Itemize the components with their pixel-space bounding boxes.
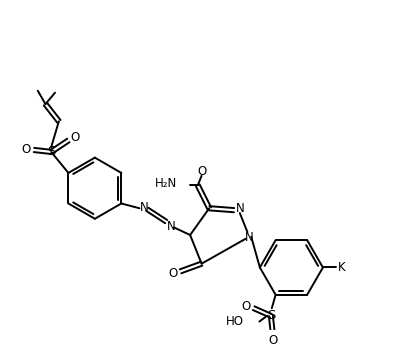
Text: O: O [168, 267, 178, 280]
Text: HO: HO [226, 315, 244, 328]
Text: O: O [242, 300, 251, 313]
Text: K: K [338, 261, 346, 274]
Text: O: O [197, 166, 206, 178]
Text: O: O [268, 334, 277, 345]
Text: N: N [167, 220, 176, 233]
Text: N: N [245, 231, 254, 244]
Text: S: S [267, 309, 275, 322]
Text: O: O [22, 144, 31, 157]
Text: N: N [140, 201, 148, 214]
Text: H₂N: H₂N [154, 177, 177, 190]
Text: N: N [236, 202, 244, 215]
Text: S: S [47, 145, 55, 158]
Text: O: O [70, 131, 80, 144]
